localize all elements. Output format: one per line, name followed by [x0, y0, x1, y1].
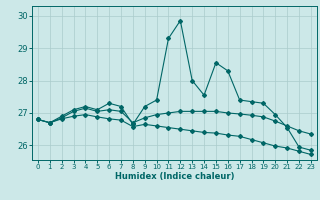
X-axis label: Humidex (Indice chaleur): Humidex (Indice chaleur) [115, 172, 234, 181]
